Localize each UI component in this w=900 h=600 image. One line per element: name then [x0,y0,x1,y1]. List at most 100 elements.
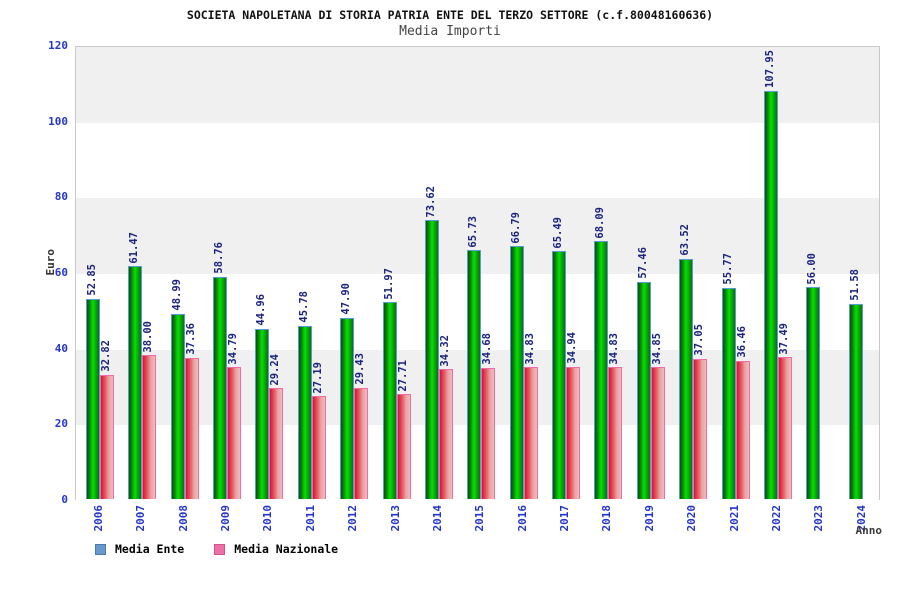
x-tick-label-2008: 2008 [176,505,190,532]
bar-media-ente-2007 [128,266,143,499]
bar-media-ente-2009 [213,276,228,499]
y-tick-label: 0 [61,493,68,506]
bar-media-ente-2021 [721,288,736,499]
value-label-media-ente-2023: 56.00 [806,252,819,285]
bar-media-nazionale-2019 [650,367,665,499]
value-label-media-ente-2011: 45.78 [297,291,310,323]
bar-media-nazionale-2018 [608,367,623,499]
value-label-media-ente-2009: 58.76 [213,242,226,274]
bar-media-nazionale-2007 [142,355,157,499]
value-label-media-ente-2007: 61.47 [128,231,141,264]
value-label-media-ente-2021: 55.77 [721,253,734,286]
value-label-media-nazionale-2010: 29.24 [269,353,282,386]
bar-media-ente-2014 [424,220,439,499]
x-tick-label-2022: 2022 [769,505,783,532]
value-label-media-nazionale-2012: 29.43 [354,353,367,385]
bar-media-nazionale-2014 [438,369,453,499]
value-label-media-ente-2014: 73.62 [424,185,437,218]
legend-swatch-media-nazionale [214,543,226,555]
x-tick-label-2007: 2007 [134,505,148,532]
legend-label-media-ente: Media Ente [115,542,185,556]
bar-media-nazionale-2011 [311,396,326,499]
bar-media-ente-2022 [763,90,778,499]
legend: Media Ente Media Nazionale [95,542,338,556]
value-label-media-nazionale-2017: 34.94 [566,332,579,364]
value-label-media-nazionale-2021: 36.46 [735,326,748,359]
bar-media-ente-2023 [806,287,821,499]
bar-media-ente-2008 [170,313,185,499]
legend-label-media-nazionale: Media Nazionale [234,542,339,556]
plot-band [76,122,879,199]
bar-media-nazionale-2016 [523,367,538,499]
bar-media-ente-2012 [340,317,355,499]
value-label-media-nazionale-2009: 34.79 [227,332,240,365]
value-label-media-ente-2024: 51.58 [848,269,861,301]
bar-media-nazionale-2020 [693,358,708,499]
bar-media-nazionale-2017 [566,366,581,499]
value-label-media-nazionale-2022: 37.49 [777,322,790,355]
x-tick-label-2006: 2006 [92,505,105,532]
bar-media-ente-2015 [467,250,482,499]
y-tick-label: 40 [54,341,68,355]
value-label-media-nazionale-2018: 34.83 [608,332,621,365]
value-label-media-nazionale-2019: 34.85 [650,332,663,365]
bar-media-ente-2024 [848,303,863,499]
bar-media-nazionale-2022 [777,357,792,499]
x-tick-label-2011: 2011 [303,505,317,532]
plot-area: 52.85 32.82 61.47 38.00 48.99 37.36 58.76 34.79… [75,46,880,501]
value-label-media-nazionale-2013: 27.71 [396,359,409,392]
y-tick-label: 100 [48,114,68,128]
value-label-media-ente-2006: 52.85 [86,264,98,297]
bar-media-nazionale-2010 [269,388,284,499]
bar-media-nazionale-2015 [481,367,496,499]
x-tick-label-2017: 2017 [558,505,572,532]
x-tick-label-2013: 2013 [388,505,402,532]
bar-media-nazionale-2006 [100,374,114,499]
bar-media-nazionale-2013 [396,394,411,499]
x-tick-label-2020: 2020 [685,505,699,532]
x-tick-label-2016: 2016 [515,505,529,532]
y-tick-label: 120 [48,39,68,52]
x-tick-label-2014: 2014 [430,505,444,532]
value-label-media-nazionale-2007: 38.00 [142,320,155,353]
chart-title: SOCIETA NAPOLETANA DI STORIA PATRIA ENTE… [186,8,714,22]
legend-item-media-nazionale: Media Nazionale [214,542,338,556]
y-tick-label: 20 [54,417,68,431]
bar-media-ente-2018 [594,241,609,499]
value-label-media-ente-2022: 107.95 [763,49,776,88]
value-label-media-nazionale-2020: 37.05 [693,324,706,356]
value-label-media-ente-2016: 66.79 [509,211,522,244]
value-label-media-ente-2012: 47.90 [340,283,353,315]
chart-subtitle: Media Importi [399,24,501,39]
bar-media-nazionale-2008 [184,357,199,499]
y-tick-label: 80 [54,190,68,204]
x-axis-title: Anno [855,524,883,537]
value-label-media-nazionale-2016: 34.83 [523,332,536,365]
value-label-media-ente-2010: 44.96 [255,294,268,326]
bar-media-ente-2020 [679,258,694,499]
y-axis-title: Euro [44,249,57,276]
x-tick-label-2021: 2021 [727,505,741,532]
x-tick-label-2012: 2012 [346,505,360,532]
bar-media-nazionale-2009 [227,367,242,499]
value-label-media-nazionale-2008: 37.36 [184,323,197,355]
value-label-media-ente-2017: 65.49 [552,216,565,249]
bar-media-ente-2013 [382,302,397,499]
x-tick-label-2018: 2018 [600,505,614,532]
value-label-media-ente-2015: 65.73 [467,215,480,248]
legend-item-media-ente: Media Ente [95,542,184,556]
value-label-media-nazionale-2014: 34.32 [438,334,451,367]
bar-media-ente-2010 [255,328,270,499]
value-label-media-ente-2020: 63.52 [679,224,692,256]
x-tick-label-2010: 2010 [261,505,275,532]
value-label-media-ente-2018: 68.09 [594,206,607,239]
bar-media-ente-2017 [552,251,567,499]
x-tick-label-2015: 2015 [473,505,487,532]
legend-swatch-media-ente [95,543,106,555]
x-tick-label-2019: 2019 [642,505,656,532]
value-label-media-nazionale-2015: 34.68 [481,333,494,365]
bar-media-ente-2006 [86,299,100,499]
y-tick-label: 60 [54,266,68,279]
value-label-media-ente-2013: 51.97 [382,267,395,300]
